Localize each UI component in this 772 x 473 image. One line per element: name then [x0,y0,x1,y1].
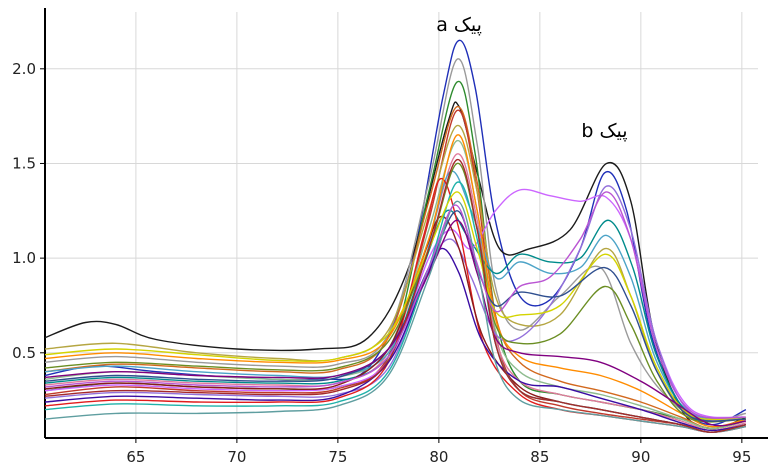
x-tick-label: 75 [328,448,347,466]
series-line-17 [44,134,747,428]
peak-label-a: پیک a [436,14,482,36]
series-line-20 [44,191,746,421]
series-line-22 [44,219,747,427]
x-tick-label: 80 [429,448,448,466]
x-tick-label: 70 [227,448,246,466]
y-tick-label: 1.0 [12,249,36,267]
y-tick-label: 0.5 [12,344,36,362]
peak-label-b: پیک b [581,120,627,142]
y-tick-label: 2.0 [12,60,36,78]
series-line-5 [44,106,747,430]
series-line-6 [44,109,747,433]
y-tick-label: 1.5 [12,154,36,172]
series-line-13 [44,185,746,421]
series-line-23 [44,200,747,433]
series-lines [44,39,747,433]
x-tick-label: 85 [530,448,549,466]
x-tick-label: 65 [126,448,145,466]
x-tick-label: 95 [732,448,751,466]
series-line-25 [44,191,746,419]
series-line-21 [44,210,746,422]
axes [40,8,768,443]
peak-annotations: پیک a پیک b [436,14,627,142]
x-tick-label: 90 [631,448,650,466]
grid-lines [45,12,758,438]
series-line-16 [44,247,747,432]
tick-labels: 65 70 75 80 85 90 95 0.5 1.0 1.5 2.0 [12,60,751,466]
series-line-24 [44,158,747,433]
series-line-4 [44,58,747,423]
